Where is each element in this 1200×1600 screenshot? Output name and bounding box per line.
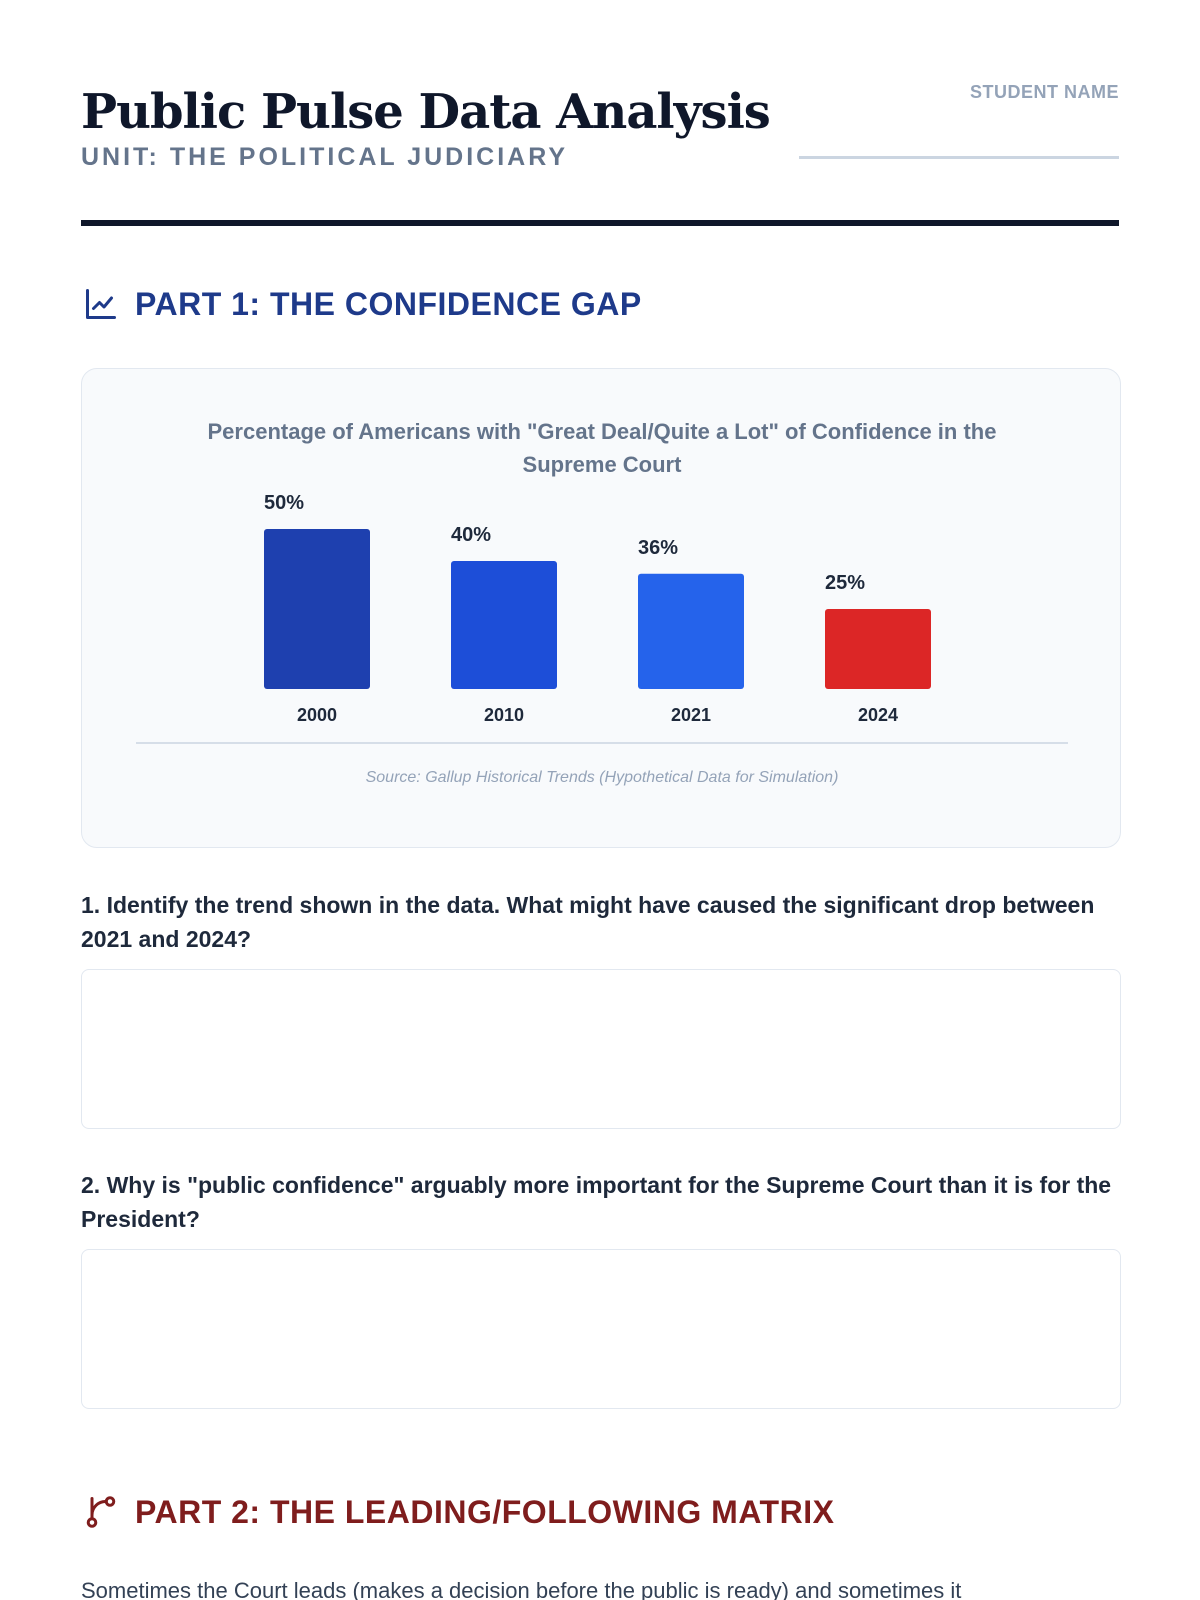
- chart-bars: 50% 2000 40% 2010 36% 2021 25% 2024: [264, 492, 931, 725]
- bar-2021: [638, 573, 744, 689]
- part2-title: PART 2: THE LEADING/FOLLOWING MATRIX: [135, 1493, 835, 1530]
- answer-box-1[interactable]: [81, 969, 1121, 1129]
- chart-title-line-1: Percentage of Americans with "Great Deal…: [208, 419, 997, 444]
- part2-intro: Sometimes the Court leads (makes a decis…: [81, 1578, 962, 1600]
- header-rule: [81, 220, 1119, 226]
- branch-icon: [81, 1492, 121, 1532]
- bar-2010: [451, 561, 557, 689]
- question-1: 1. Identify the trend shown in the data.…: [81, 892, 1095, 952]
- x-tick-label: 2021: [671, 705, 711, 725]
- page-title: Public Pulse Data Analysis: [81, 84, 771, 140]
- line-chart-icon: [81, 284, 121, 324]
- part1-heading: PART 1: THE CONFIDENCE GAP: [81, 282, 1119, 326]
- bar-value-label: 25%: [825, 572, 865, 594]
- bar-value-label: 36%: [638, 537, 678, 559]
- bar-2000: [264, 529, 370, 689]
- answer-box-2[interactable]: [81, 1249, 1121, 1409]
- chart-source: Source: Gallup Historical Trends (Hypoth…: [366, 769, 839, 786]
- chart-title-line-2: Supreme Court: [523, 452, 683, 477]
- part2-heading: PART 2: THE LEADING/FOLLOWING MATRIX: [81, 1490, 1119, 1534]
- header: Public Pulse Data Analysis UNIT: THE POL…: [81, 80, 1119, 226]
- question-2: 2. Why is "public confidence" arguably m…: [81, 1172, 1112, 1232]
- unit-subtitle: UNIT: THE POLITICAL JUDICIARY: [81, 143, 569, 171]
- chart-card: Percentage of Americans with "Great Deal…: [81, 368, 1121, 848]
- x-tick-label: 2010: [484, 705, 524, 725]
- student-name-label: STUDENT NAME: [970, 82, 1119, 102]
- part1-title: PART 1: THE CONFIDENCE GAP: [135, 285, 642, 322]
- bar-2024: [825, 609, 931, 689]
- bar-value-label: 50%: [264, 492, 304, 514]
- x-tick-label: 2000: [297, 705, 337, 725]
- student-name-field[interactable]: [799, 156, 1119, 159]
- confidence-bar-chart: Percentage of Americans with "Great Deal…: [136, 419, 1068, 786]
- x-tick-label: 2024: [858, 705, 898, 725]
- bar-value-label: 40%: [451, 524, 491, 546]
